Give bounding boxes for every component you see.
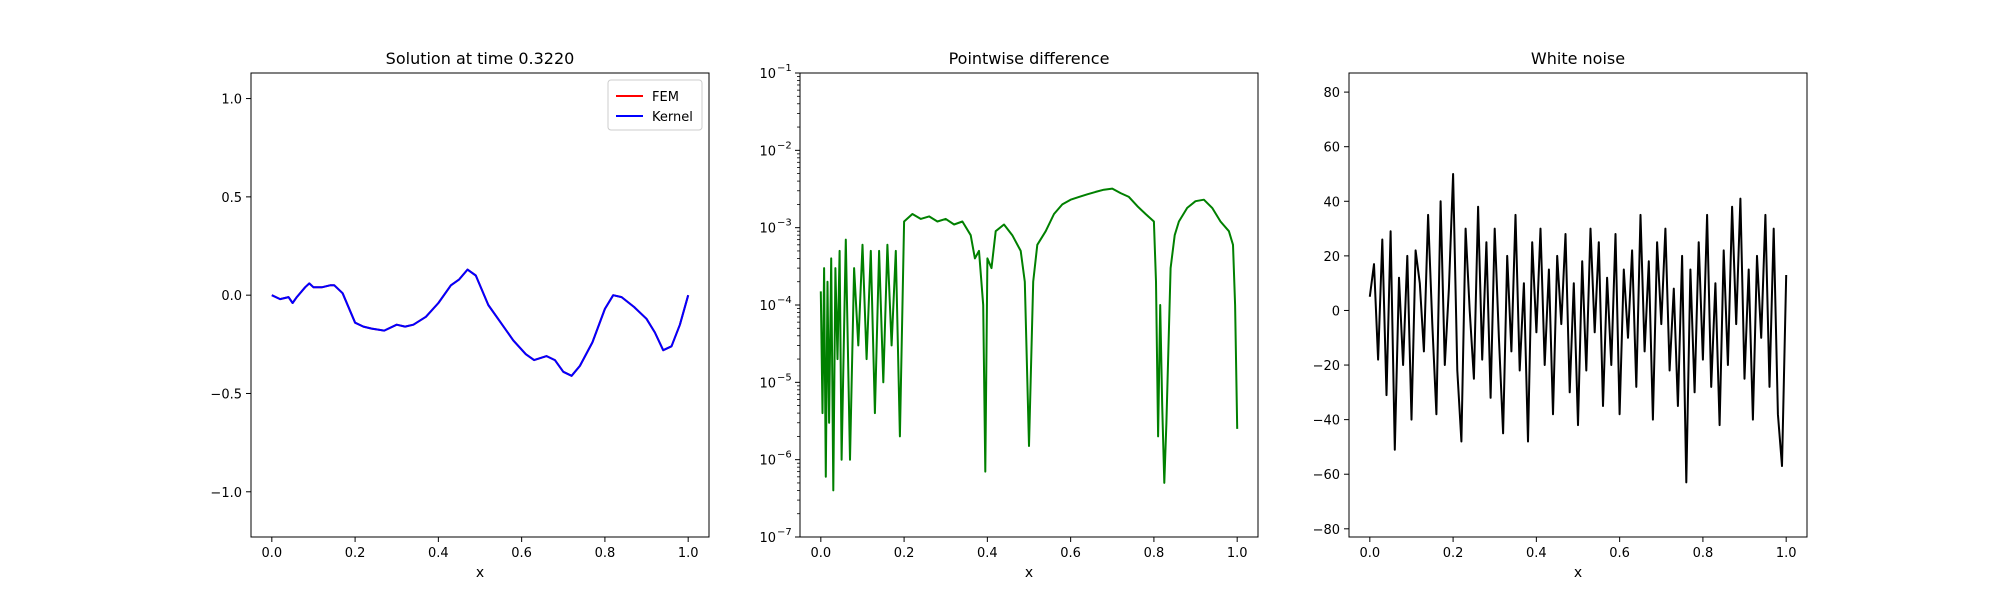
x-tick-label: 0.0 (1359, 546, 1380, 561)
legend-entry-1: Kernel (652, 110, 693, 125)
x-tick-label: 0.2 (345, 546, 366, 561)
x-tick-label: 0.4 (1526, 546, 1547, 561)
y-tick-exponent: −1 (777, 63, 792, 74)
y-tick-base: 10 (759, 531, 776, 546)
y-tick-label: 40 (1323, 195, 1340, 210)
x-tick-label: 0.6 (1060, 546, 1081, 561)
x-tick-label: 0.8 (1693, 546, 1714, 561)
x-tick-label: 0.4 (428, 546, 449, 561)
chart-title: White noise (1531, 49, 1625, 68)
axes-pointwise-difference: 0.0 0.2 0.4 0.6 0.8 1.010−710−610−510−410−310… (759, 49, 1259, 581)
chart-title: Solution at time 0.3220 (386, 49, 575, 68)
y-tick-exponent: −4 (777, 295, 792, 306)
y-tick-label: −80 (1313, 523, 1340, 538)
series-line-1 (271, 268, 690, 377)
y-tick-base: 10 (759, 376, 776, 391)
x-axis-label: x (1025, 565, 1033, 581)
y-tick-label: 10 (759, 67, 776, 82)
y-tick-exponent: −2 (777, 140, 792, 151)
y-tick-label: 10 (759, 454, 776, 469)
y-tick-base: 10 (759, 299, 776, 314)
y-tick-label: 20 (1323, 250, 1340, 265)
x-tick-label: 0.0 (261, 546, 282, 561)
x-tick-label: 0.2 (894, 546, 915, 561)
x-tick-label: 0.6 (1609, 546, 1630, 561)
series-line-0 (819, 187, 1239, 492)
x-axis-label: x (1574, 565, 1582, 581)
x-tick-label: 1.0 (1776, 546, 1797, 561)
x-tick-label: 0.6 (511, 546, 532, 561)
y-tick-exponent: −5 (777, 372, 792, 383)
x-tick-label: 0.8 (1144, 546, 1165, 561)
axes-solution: 0.0 0.2 0.4 0.6 0.8 1.0 −1.0 −0.5 0.0 0.5 1.0 Solut… (210, 49, 710, 581)
y-tick-label: 0 (1332, 304, 1340, 319)
y-tick-exponent: −6 (777, 450, 792, 461)
y-tick-label: 1.0 (221, 93, 242, 108)
y-tick-base: 10 (759, 67, 776, 82)
y-tick-label: −40 (1313, 414, 1340, 429)
y-tick-label: −1.0 (210, 486, 242, 501)
y-tick-label: 60 (1323, 141, 1340, 156)
y-tick-label: 80 (1323, 86, 1340, 101)
series-line-0 (1368, 173, 1788, 484)
x-tick-label: 1.0 (678, 546, 699, 561)
chart-title: Pointwise difference (949, 49, 1110, 68)
y-tick-label: 10 (759, 531, 776, 546)
axes-frame (1348, 72, 1808, 538)
x-tick-label: 1.0 (1227, 546, 1248, 561)
x-tick-label: 0.8 (595, 546, 616, 561)
legend-box (607, 79, 703, 131)
x-tick-label: 0.2 (1443, 546, 1464, 561)
y-tick-label: 10 (759, 222, 776, 237)
y-tick-base: 10 (759, 144, 776, 159)
y-tick-label: −0.5 (210, 387, 242, 402)
y-tick-label: −60 (1313, 468, 1340, 483)
y-tick-base: 10 (759, 454, 776, 469)
y-tick-label: 10 (759, 144, 776, 159)
y-tick-label: 10 (759, 299, 776, 314)
axes-white-noise: 0.0 0.2 0.4 0.6 0.8 1.0 −80 −60 −40 −20 0 20 40 60 80 W… (1313, 49, 1808, 581)
x-tick-label: 0.4 (977, 546, 998, 561)
x-axis-label: x (476, 565, 484, 581)
y-tick-exponent: −3 (777, 218, 792, 229)
y-tick-base: 10 (759, 222, 776, 237)
x-tick-label: 0.0 (810, 546, 831, 561)
axes-frame (250, 72, 710, 538)
y-tick-label: 10 (759, 376, 776, 391)
y-tick-label: 0.0 (221, 289, 242, 304)
y-tick-label: 0.5 (221, 191, 242, 206)
y-tick-label: −20 (1313, 359, 1340, 374)
y-tick-exponent: −7 (777, 527, 792, 538)
legend-entry-0: FEM (652, 90, 679, 105)
